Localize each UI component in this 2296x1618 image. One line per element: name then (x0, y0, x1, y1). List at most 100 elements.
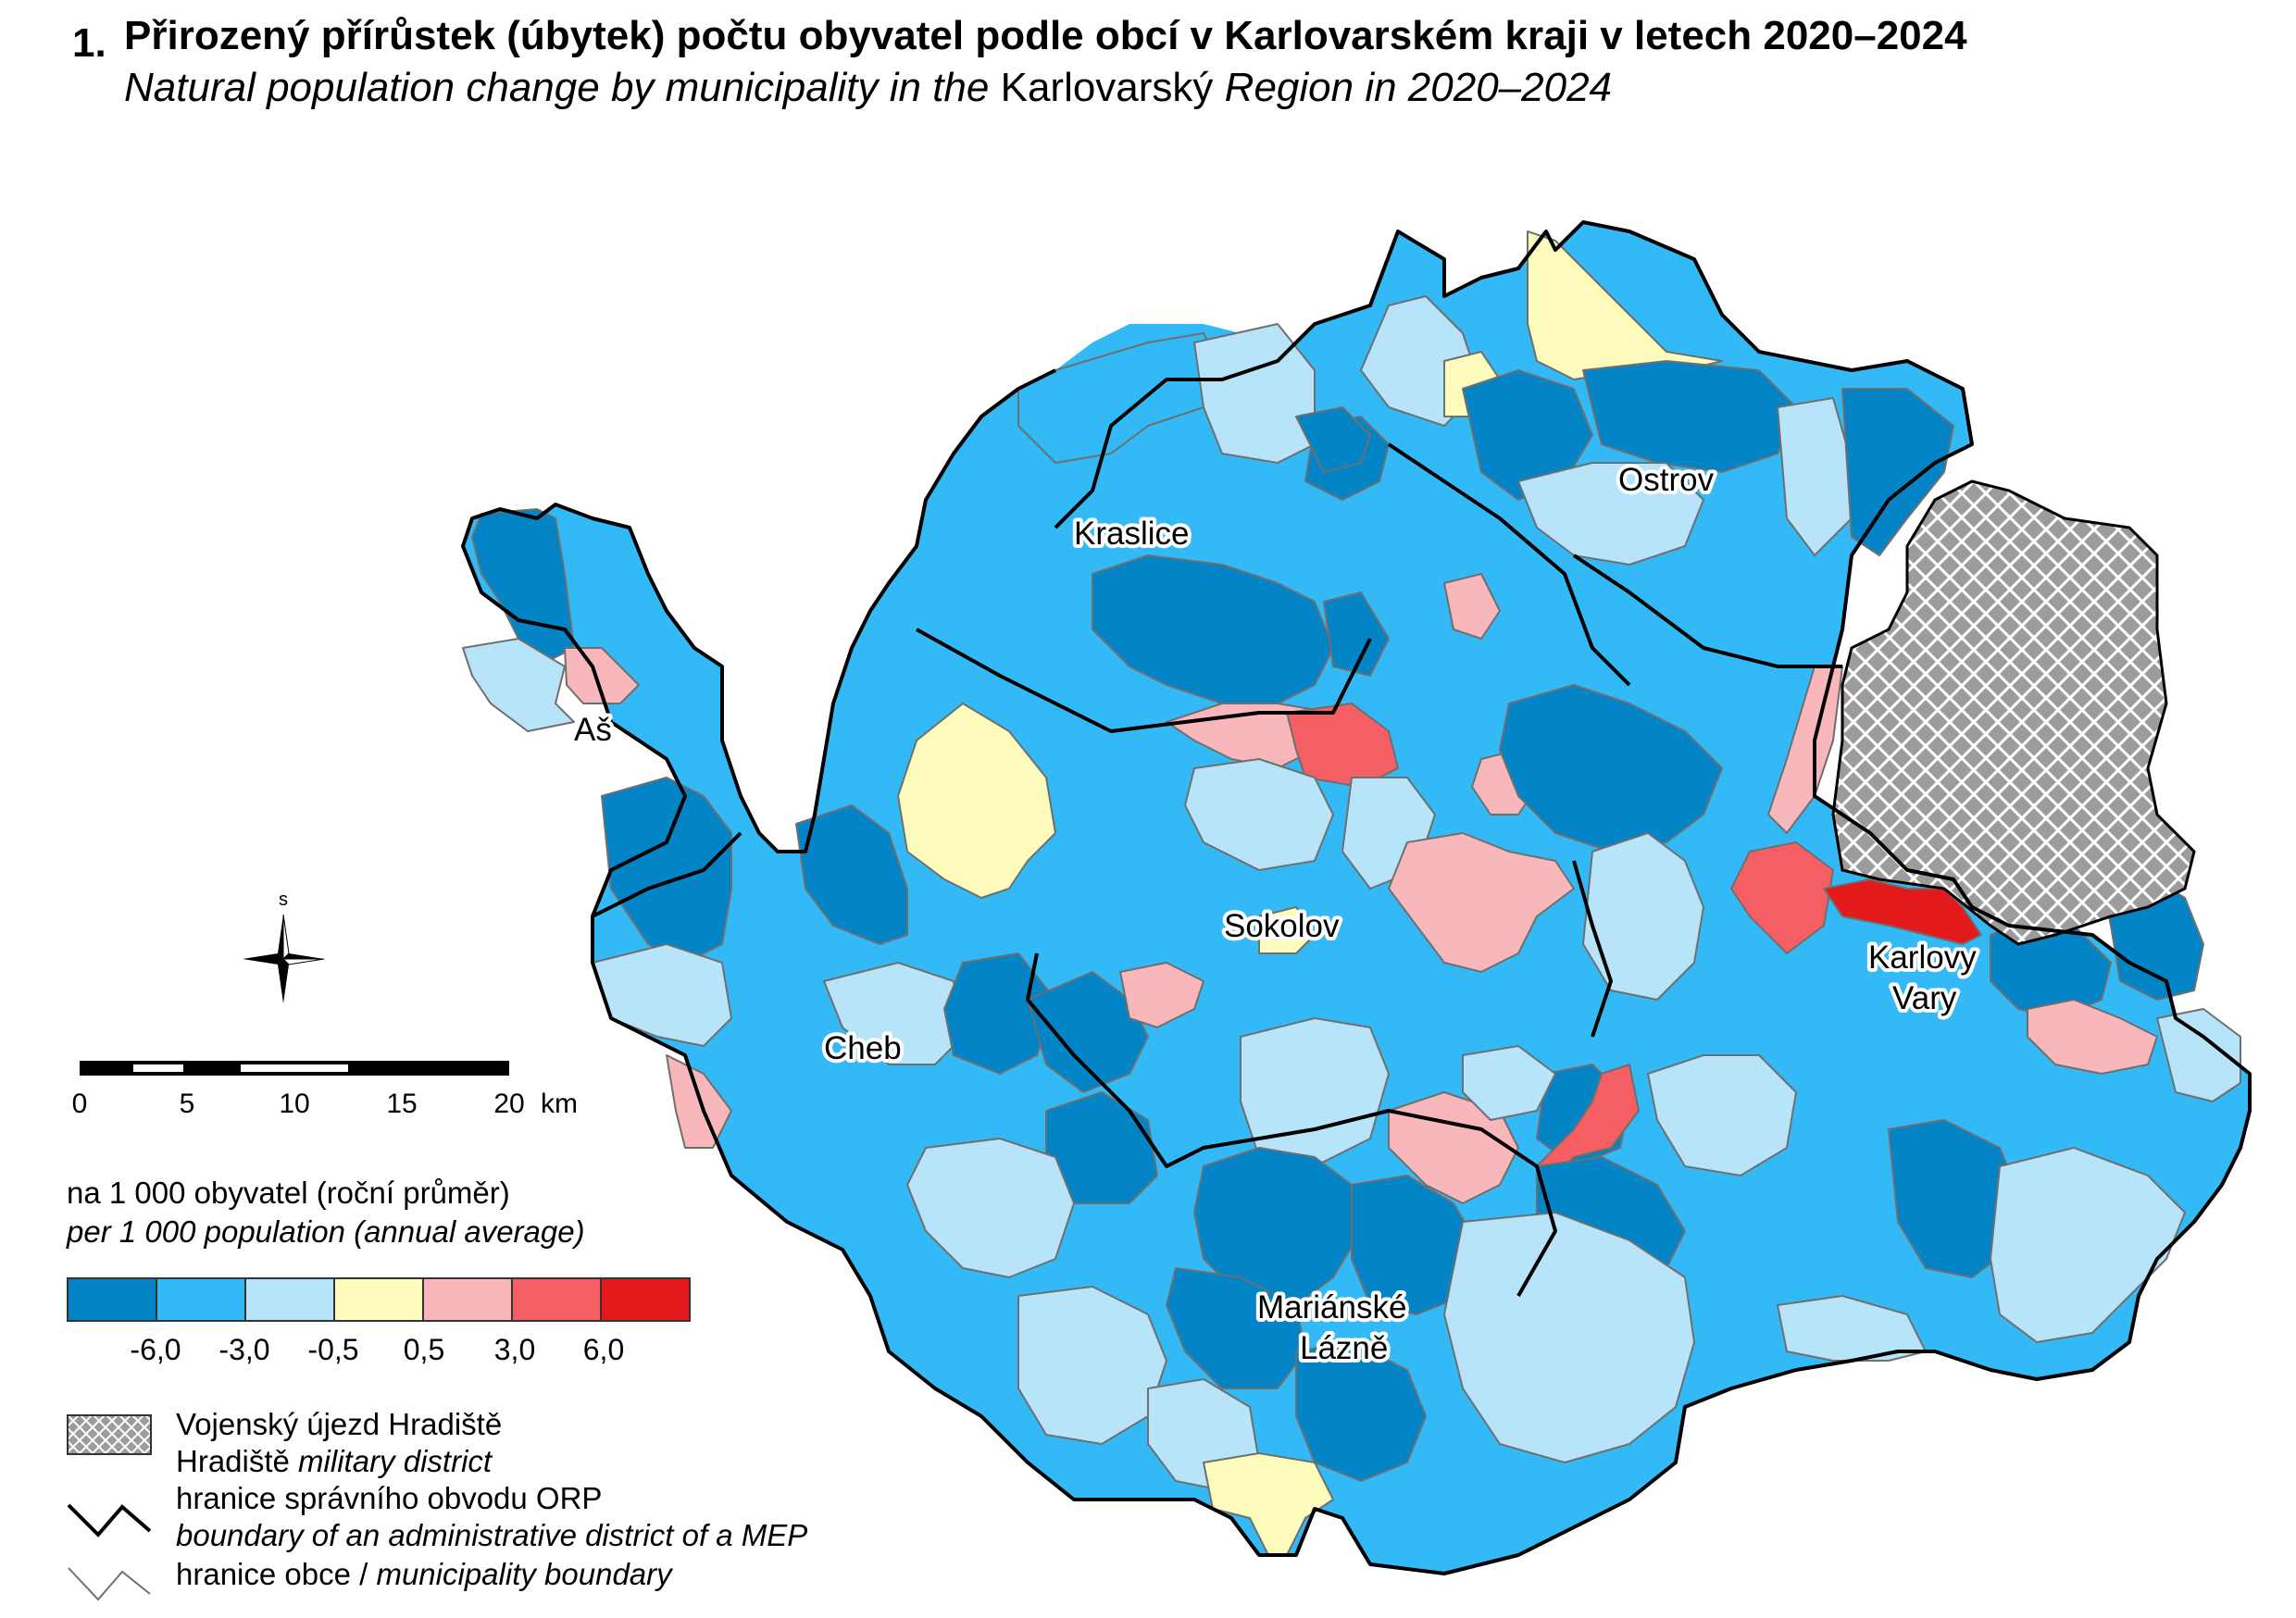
north-arrow-icon: s (243, 890, 325, 1003)
legend-municipality-line-icon (68, 1567, 151, 1601)
municipality-kv-red (1823, 878, 1982, 945)
orp-boundary-kraslice-ostrov (1387, 442, 1631, 687)
municipality-se-light-big (1443, 1212, 1695, 1463)
municipality-ml-dark-4 (1295, 1341, 1427, 1482)
municipality-e-light-1 (1582, 832, 1704, 1001)
orp-boundary-sokolov-cheb (1026, 952, 1260, 1168)
legend-break-5: 3,0 (493, 1333, 536, 1366)
scale-label-10: 10 (279, 1089, 310, 1119)
municipality-s-light-2 (1647, 1054, 1797, 1176)
municipality-ne-dark (1841, 388, 1954, 556)
legend-class-bar (67, 1277, 691, 1322)
legend-orp-en: boundary of an administrative district o… (176, 1518, 808, 1552)
legend-class-2 (156, 1277, 246, 1322)
city-label-as: Aš (574, 712, 612, 748)
legend-hatch-swatch (67, 1414, 152, 1455)
scale-label-20: 20 (493, 1089, 525, 1119)
legend-class-7 (600, 1277, 691, 1322)
legend-municipality: hranice obce / municipality boundary (176, 1557, 672, 1592)
legend-break-2: -3,0 (218, 1333, 270, 1366)
municipality-ostrov-north (1582, 360, 1797, 473)
orp-boundary-as (592, 831, 742, 918)
scale-label-0: 0 (71, 1089, 88, 1119)
legend-orp-cz: hranice správního obvodu ORP (176, 1481, 603, 1515)
legend-class-5 (422, 1277, 513, 1322)
municipality-w-light-cheb (823, 962, 964, 1065)
legend-unit-en: per 1 000 population (annual average) (67, 1214, 585, 1249)
city-label-marianske: Mariánské (1257, 1289, 1406, 1326)
municipality-s-yellow-bottom (1203, 1452, 1334, 1556)
north-label: s (279, 890, 288, 910)
legend-military-en-rest: military district (289, 1444, 493, 1478)
legend-class-1 (67, 1277, 157, 1322)
title-en-part2: Karlovarský (1000, 65, 1214, 110)
municipality-sokolov-yellow (1258, 906, 1316, 954)
legend-break-1: -6,0 (130, 1333, 181, 1366)
map-title-en: Natural population change by municipalit… (124, 65, 1612, 111)
legend-municipality-en: municipality boundary (376, 1557, 672, 1591)
municipality-nw-1 (1017, 332, 1223, 464)
legend-military-en-name: Hradiště (176, 1444, 290, 1478)
scale-label-5: 5 (179, 1089, 195, 1119)
legend-break-6: 6,0 (582, 1333, 625, 1366)
municipality-cheb-dark-2 (1027, 971, 1149, 1093)
orp-boundary-sokolov-kv (1572, 860, 1613, 1038)
legend-break-3: -0,5 (307, 1333, 359, 1366)
municipality-ostrov-town (1517, 462, 1704, 566)
legend-orp-line-icon (67, 1503, 152, 1537)
scale-unit: km (541, 1089, 578, 1119)
municipality-as-south (601, 777, 732, 964)
municipality-ml-dark-3 (1166, 1267, 1306, 1389)
municipality-se-light-3 (1777, 1295, 1927, 1362)
scale-bar (80, 1061, 509, 1076)
municipality-n-dark-3 (1323, 591, 1390, 677)
municipality-e-red-1 (1730, 841, 1834, 954)
title-en-part1: Natural population change by municipalit… (124, 65, 1001, 110)
municipality-ml-dark-1 (1193, 1147, 1362, 1306)
legend-class-4 (333, 1277, 424, 1322)
municipality-kraslice-dark-2 (1295, 406, 1371, 473)
municipality-w-light-west (592, 943, 732, 1047)
legend-break-4: 0,5 (403, 1333, 445, 1366)
municipality-ostrov-west (1462, 369, 1593, 501)
municipality-w-dark-1 (795, 804, 908, 945)
city-label-lazne: Lázně (1300, 1330, 1388, 1366)
city-label-sokolov: Sokolov (1224, 908, 1340, 944)
legend-class-3 (244, 1277, 335, 1322)
municipality-c-pink-2 (1119, 962, 1204, 1028)
municipality-c-light-3 (1462, 1045, 1556, 1121)
municipality-se-light-2 (1990, 1147, 2186, 1343)
orp-boundary-ml (1258, 1109, 1557, 1297)
municipality-c-dark-big (1499, 684, 1723, 853)
municipality-c-light-1 (1184, 758, 1334, 871)
legend-unit-cz: na 1 000 obyvatel (roční průměr) (67, 1176, 510, 1210)
municipality-n-lightblue (1193, 323, 1316, 464)
legend-municipality-cz: hranice obce / (176, 1557, 377, 1591)
legend-military-cz: Vojenský újezd Hradiště (176, 1407, 503, 1441)
legend-military-en: Hradiště military district (176, 1444, 492, 1479)
municipality-s-pink-1 (1388, 1091, 1519, 1204)
city-label-ostrov: Ostrov (1618, 462, 1715, 498)
municipality-e-light-2 (2156, 1008, 2241, 1102)
map-title-cz: Přirozený přírůstek (úbytek) počtu obyva… (124, 13, 1967, 58)
city-label-cheb: Cheb (824, 1030, 902, 1066)
municipality-e-pink-kv (2027, 999, 2158, 1075)
military-district-hradiste (1831, 479, 2196, 946)
scale-label-15: 15 (386, 1089, 418, 1119)
title-en-part3: Region in 2020–2024 (1213, 65, 1613, 110)
municipality-w-yellow-large (897, 703, 1056, 899)
municipality-as-west (462, 638, 575, 732)
municipality-sokolov-pink (1388, 832, 1575, 973)
region-outline (461, 220, 2252, 1575)
municipality-s-light-1 (1240, 1017, 1390, 1167)
orp-boundary-ostrov-south (1572, 554, 1842, 668)
municipality-as-town (564, 647, 640, 704)
region-base (463, 222, 2250, 1574)
municipality-kraslice-dark (1092, 554, 1334, 704)
city-label-karlovy: Karlovy (1868, 940, 1977, 976)
municipality-cheb-dark-1 (943, 952, 1056, 1075)
municipality-n-pink-small (1443, 573, 1501, 640)
orp-boundary-kraslice-south (916, 628, 1372, 733)
municipality-sw-light-1 (906, 1138, 1075, 1278)
